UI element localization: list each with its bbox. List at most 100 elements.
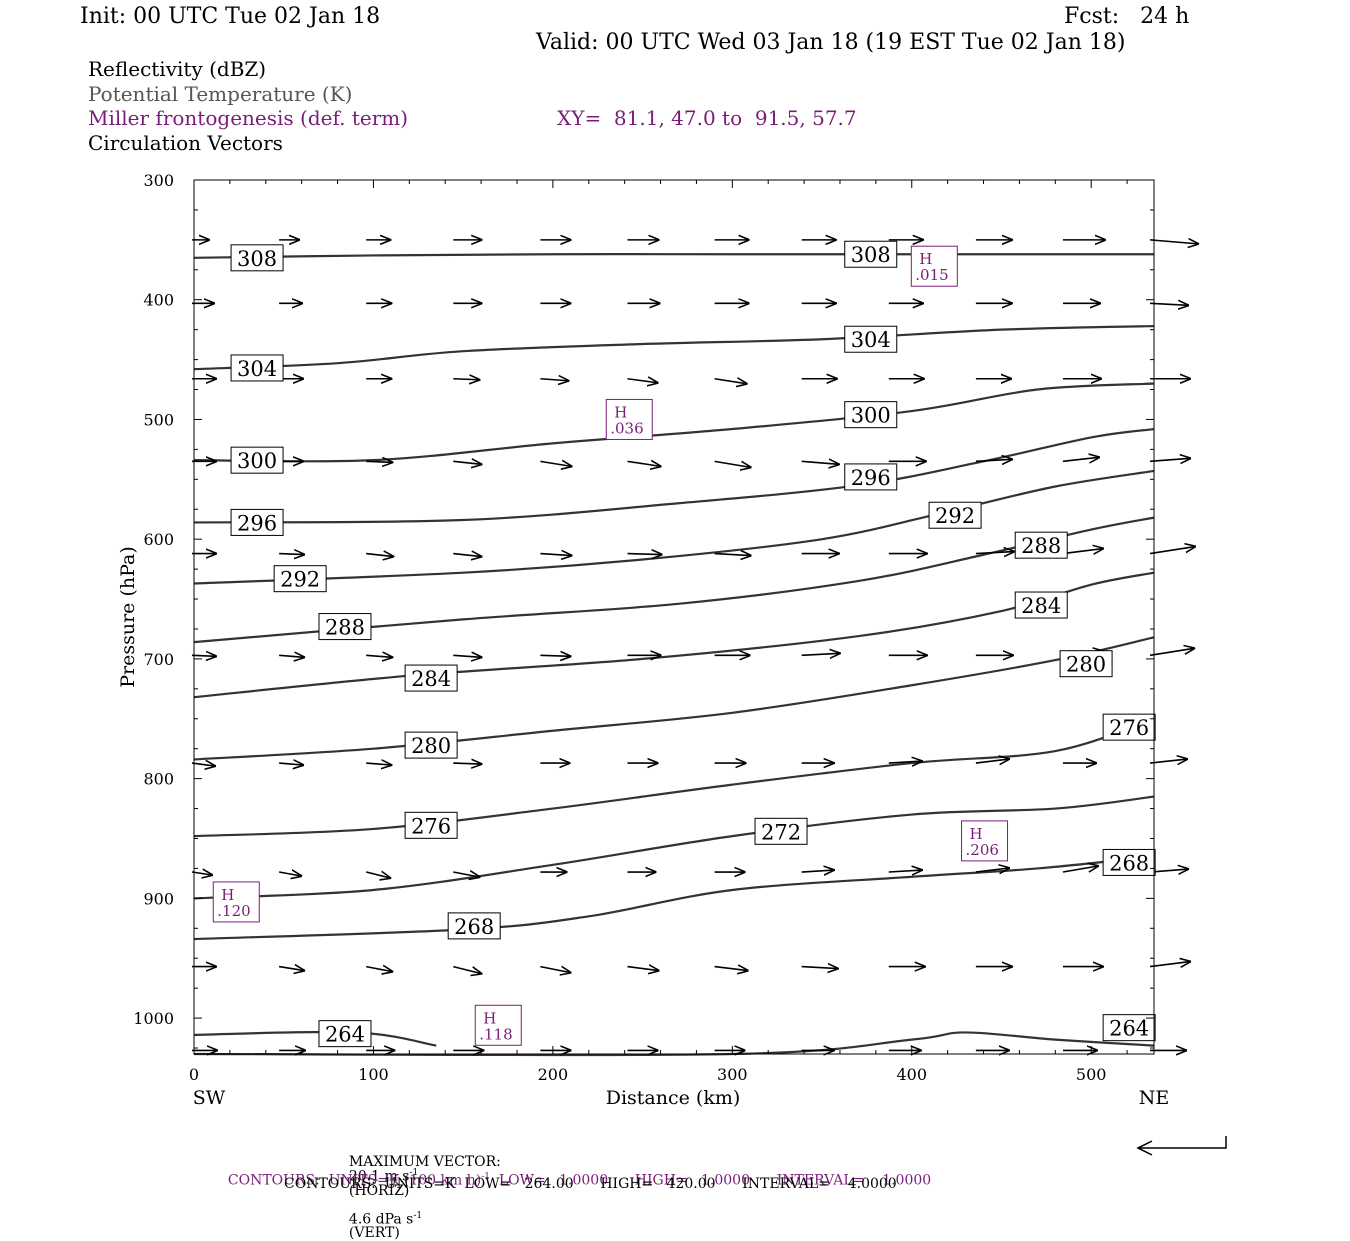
contours-theta: CONTOURS: UNITS=K LOW= 264.00 HIGH= 420.… (284, 1176, 897, 1192)
y-tick-label: 900 (143, 889, 174, 908)
circulation-vector (366, 763, 391, 765)
isentrope-label-text: 284 (411, 667, 451, 691)
init-time: Init: 00 UTC Tue 02 Jan 18 (80, 4, 381, 29)
circulation-vector (540, 554, 571, 556)
isentrope-label: 296 (230, 508, 284, 536)
isentrope-label: 292 (928, 501, 982, 529)
isentrope-272 (193, 795, 1155, 900)
isentrope-label: 300 (844, 401, 898, 429)
isentrope-label-text: 276 (1109, 716, 1149, 740)
circulation-vector (191, 655, 216, 656)
circulation-vector (1149, 962, 1190, 967)
isentrope-label-text: 296 (237, 511, 277, 535)
circulation-vector (366, 872, 390, 878)
circulation-vector (975, 459, 1012, 461)
isentrope-label-text: 292 (280, 568, 320, 592)
circulation-vector (453, 965, 481, 974)
circulation-vector (453, 379, 479, 380)
frontogenesis-max-label: H (483, 1009, 496, 1027)
frontogenesis-max-label: H (614, 403, 627, 421)
isentrope-label: 280 (1059, 650, 1113, 678)
isentrope-label: 264 (1102, 1014, 1156, 1042)
forecast-hour: Fcst: 24 h (1064, 4, 1190, 29)
contours-frontogenesis: CONTOURS: UNITS=K (100 km h)-1 LOW= 1.00… (219, 1159, 931, 1188)
circulation-vector (540, 967, 570, 973)
isentrope-296 (193, 427, 1155, 524)
circulation-vector (801, 870, 834, 872)
y-axis-label: Pressure (hPa) (117, 546, 139, 688)
isentrope-label-text: 288 (325, 616, 365, 640)
isentrope-label: 272 (754, 817, 808, 845)
isentrope-label: 284 (404, 664, 458, 692)
frontogenesis-max: H.036 (605, 398, 653, 440)
isentrope-label: 264 (318, 1020, 372, 1048)
isentrope-280 (193, 636, 1155, 761)
isentrope-label-text: 272 (761, 820, 801, 844)
circulation-vector (1149, 547, 1195, 555)
y-tick-label: 500 (143, 410, 174, 429)
isentrope-label-text: 268 (454, 915, 494, 939)
frontogenesis-max: H.118 (474, 1004, 522, 1046)
circulation-vector (540, 379, 568, 381)
circulation-vector (279, 554, 304, 555)
circulation-vector (801, 967, 838, 969)
max-vector-horiz: 20.1 m s (348, 1168, 410, 1185)
frontogenesis-max-value: .120 (217, 902, 250, 920)
frontogenesis-max-value: .015 (915, 266, 948, 284)
circulation-vector (714, 967, 748, 971)
circulation-vector (453, 763, 481, 764)
x-end-label-sw: SW (193, 1087, 226, 1109)
circulation-vector (279, 655, 304, 657)
circulation-vector (366, 655, 392, 657)
y-tick-label: 600 (143, 530, 174, 549)
x-tick-label: 400 (896, 1065, 927, 1084)
isentrope-label-text: 264 (325, 1023, 365, 1047)
isentrope-label-text: 284 (1021, 594, 1061, 618)
valid-time: Valid: 00 UTC Wed 03 Jan 18 (19 EST Tue … (536, 30, 1126, 55)
x-tick-label: 300 (717, 1065, 748, 1084)
isentrope-label-text: 308 (237, 247, 277, 271)
axis-ticks: 300 400 500 600 700 800 900 1000 0 100 200 300 400 50… (133, 171, 1154, 1084)
isentrope-label: 296 (844, 463, 898, 491)
isentrope-label-text: 292 (935, 504, 975, 528)
circulation-vector (191, 763, 215, 766)
circulation-vector (453, 872, 479, 877)
isentrope-276 (193, 717, 1155, 838)
circulation-vector (627, 554, 661, 555)
circulation-vector (366, 461, 392, 462)
circulation-vector (540, 655, 570, 656)
isentrope-292 (193, 469, 1155, 585)
isentrope-308 (193, 253, 1154, 259)
circulation-vector (801, 653, 840, 655)
circulation-vector (1150, 869, 1188, 872)
circulation-vector (1062, 866, 1098, 873)
isentrope-label: 308 (230, 244, 284, 272)
max-vector-vert-suffix: (VERT) (348, 1225, 400, 1241)
isentrope-label-text: 300 (237, 449, 277, 473)
isentrope-label: 288 (318, 613, 372, 641)
x-axis-label: Distance (km) (606, 1087, 741, 1109)
isentrope-label: 284 (1014, 591, 1068, 619)
circulation-vector (888, 761, 922, 763)
isentrope-label: 300 (230, 446, 284, 474)
circulation-vector (453, 554, 481, 557)
max-vector-horiz-suffix: (HORIZ) (348, 1182, 410, 1199)
isentrope-264 (193, 1030, 437, 1047)
frontogenesis-max-label: H (221, 886, 234, 904)
circulation-vector (366, 554, 393, 557)
contours1-part-b: LOW= 1.0000 HIGH= 1.0000 INTERVAL= 1.000… (489, 1172, 932, 1189)
isentrope-label-text: 264 (1109, 1017, 1149, 1041)
isentrope-label-text: 296 (851, 466, 891, 490)
circulation-vector (888, 870, 922, 872)
isentrope-label-text: 280 (1066, 653, 1106, 677)
field-potential-temperature: Potential Temperature (K) (88, 82, 353, 106)
isentrope-304 (193, 324, 1155, 371)
x-end-label-ne: NE (1139, 1087, 1170, 1109)
y-tick-label: 400 (143, 291, 174, 310)
frontogenesis-max-value: .118 (479, 1025, 512, 1043)
circulation-vector (279, 763, 303, 765)
contours1-part-a: CONTOURS: UNITS=K (100 km h) (227, 1172, 482, 1189)
isentrope-label: 280 (404, 731, 458, 759)
frontogenesis-max-value: .036 (610, 419, 643, 437)
